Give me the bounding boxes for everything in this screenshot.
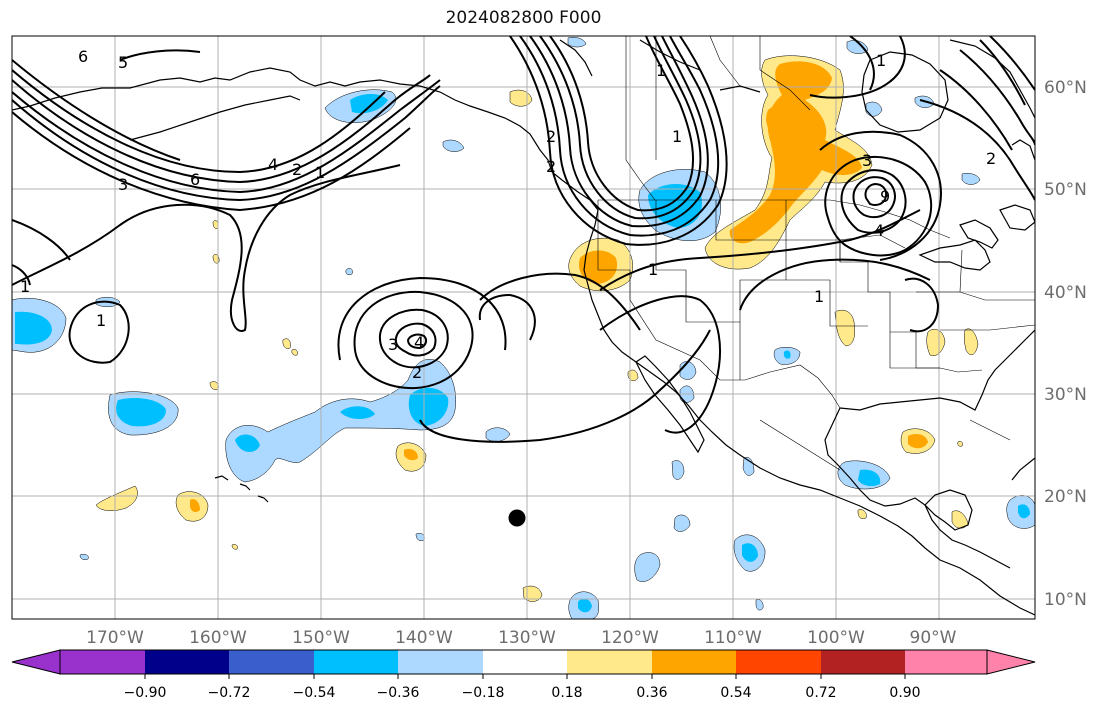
colorbar-tick-label: −0.90 <box>124 685 167 701</box>
lat-label: 30°N <box>1044 385 1087 405</box>
contour-label: 4 <box>268 155 278 174</box>
lat-label: 20°N <box>1044 487 1087 507</box>
lon-label: 110°W <box>704 628 762 648</box>
colorbar-tick-label: −0.18 <box>462 685 505 701</box>
contour-label: 2 <box>292 160 302 179</box>
gulf-coast <box>839 329 1035 411</box>
contour-label: 5 <box>118 53 128 72</box>
lon-label: 160°W <box>189 628 247 648</box>
lon-label: 130°W <box>498 628 556 648</box>
contour-label: 1 <box>96 311 106 330</box>
colorbar-tick-label: 0.54 <box>720 685 751 701</box>
contour-label: 1 <box>814 287 824 306</box>
contour-layer <box>12 36 1035 443</box>
contour-label: 2 <box>986 149 996 168</box>
contour-label: 1 <box>648 260 658 279</box>
contour-label: 2 <box>546 157 556 176</box>
colorbar-segment <box>60 650 145 674</box>
colorbar-tick-label: 0.90 <box>889 685 920 701</box>
colorbar-segment <box>736 650 821 674</box>
colorbar-segment <box>652 650 736 674</box>
colorbar-segment <box>398 650 483 674</box>
map-frame <box>11 35 1036 620</box>
colorbar-segment <box>905 650 987 674</box>
lon-label: 90°W <box>910 628 957 648</box>
contour-label: 2 <box>546 127 556 146</box>
latitude-axis-labels: 60°N 50°N 40°N 30°N 20°N 10°N <box>1044 78 1087 610</box>
shaded-anomaly-layer <box>12 37 1035 619</box>
colorbar-extend-low <box>11 649 61 675</box>
contour-label: 1 <box>672 127 682 146</box>
lat-label: 50°N <box>1044 180 1087 200</box>
colorbar-tick-label: 0.18 <box>551 685 582 701</box>
colorbar-tick-label: −0.54 <box>293 685 336 701</box>
lat-label: 40°N <box>1044 283 1087 303</box>
map-title: 2024082800 F000 <box>445 8 602 28</box>
lat-lon-gridlines <box>12 36 1035 619</box>
colorbar-tick-label: −0.72 <box>208 685 251 701</box>
anomaly-region-band-blue <box>225 359 456 483</box>
colorbar-tick-label: 0.36 <box>636 685 667 701</box>
contour-label: 3 <box>388 335 398 354</box>
contour-label: 4 <box>874 221 884 240</box>
contour-label: 1 <box>656 61 666 80</box>
lon-label: 140°W <box>395 628 453 648</box>
colorbar-segment <box>483 650 567 674</box>
colorbar-segment <box>229 650 314 674</box>
contour-label: 6 <box>78 47 88 66</box>
colorbar-segment <box>145 650 229 674</box>
storm-marker-icon <box>508 509 526 527</box>
contour-label: 1 <box>20 277 30 296</box>
contour-label: 1 <box>315 163 325 182</box>
lon-label: 150°W <box>292 628 350 648</box>
contour-label: 4 <box>414 333 424 352</box>
lon-label: 100°W <box>807 628 865 648</box>
great-lakes <box>918 239 991 271</box>
contour-label: 3 <box>862 151 872 170</box>
lat-label: 60°N <box>1044 78 1087 98</box>
colorbar-extend-high <box>986 649 1036 675</box>
colorbar-segment <box>567 650 652 674</box>
contour-label: 1 <box>876 51 886 70</box>
colorbar-tick-label: −0.36 <box>377 685 420 701</box>
colorbar: −0.90 −0.72 −0.54 −0.36 −0.18 0.18 0.36 … <box>11 649 1036 701</box>
political-borders-layer <box>597 36 1035 471</box>
lon-label: 120°W <box>601 628 659 648</box>
lon-label: 170°W <box>86 628 144 648</box>
contour-label: 6 <box>190 170 200 189</box>
contour-label: 9 <box>880 187 890 206</box>
map-panel: 6 5 3 6 4 2 1 1 1 1 2 4 3 2 1 1 1 1 3 2 … <box>12 36 1035 619</box>
colorbar-tick-label: 0.72 <box>805 685 836 701</box>
yucatan <box>924 489 973 531</box>
contour-labels-layer: 6 5 3 6 4 2 1 1 1 1 2 4 3 2 1 1 1 1 3 2 … <box>20 47 996 382</box>
lat-label: 10°N <box>1044 590 1087 610</box>
alaska-coast <box>12 67 553 173</box>
contour-label: 3 <box>118 175 128 194</box>
contour-label: 2 <box>412 363 422 382</box>
longitude-axis-labels: 170°W 160°W 150°W 140°W 130°W 120°W 110°… <box>86 628 957 648</box>
colorbar-segment <box>314 650 398 674</box>
colorbar-segment <box>821 650 905 674</box>
baja-peninsula <box>635 355 705 454</box>
